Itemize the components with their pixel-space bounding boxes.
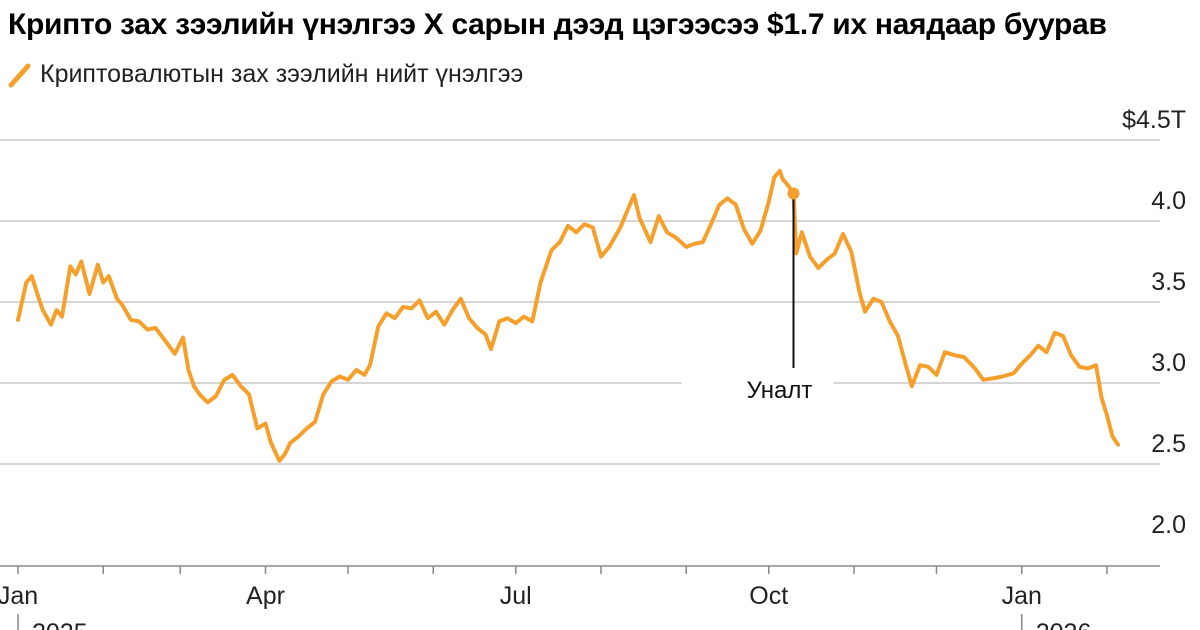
x-tick-label: Apr [246,582,285,610]
x-tick-label: Jul [500,582,532,610]
annotation-marker [787,187,800,200]
legend: Криптовалютын зах зээлийн нийт үнэлгээ [8,60,523,89]
x-axis: Jan Apr Jul Oct Jan 2025 2026 [0,565,1160,630]
x-tick-label: Jan [0,582,38,610]
series-group [16,168,1120,463]
annotation-label: Уналт [747,377,813,404]
y-tick-label: $4.5T [1122,106,1186,134]
y-tick-label: 3.5 [1151,268,1186,296]
gridlines [0,139,1160,465]
line-chart: $4.5T 4.0 3.5 3.0 2.5 2.0 Jan Apr Jul Oct Jan 2025… [0,106,1186,630]
x-tick-label: Oct [749,582,788,610]
annotation-group: Уналт [747,187,813,404]
y-tick-label: 4.0 [1151,187,1186,215]
x-tick-label: Jan [1002,582,1042,610]
legend-label: Криптовалютын зах зээлийн нийт үнэлгээ [40,60,524,88]
legend-line-swatch [8,63,31,87]
series-line [16,168,1120,463]
y-axis-tick-labels: $4.5T 4.0 3.5 3.0 2.5 2.0 [1122,106,1186,539]
chart-title: Крипто зах зээлийн үнэлгээ X сарын дээд … [8,8,1107,41]
y-tick-label: 3.0 [1151,349,1186,377]
y-tick-label: 2.5 [1151,430,1186,458]
year-label: 2025 [32,619,88,630]
year-label: 2026 [1036,619,1092,630]
y-tick-label: 2.0 [1151,511,1186,539]
